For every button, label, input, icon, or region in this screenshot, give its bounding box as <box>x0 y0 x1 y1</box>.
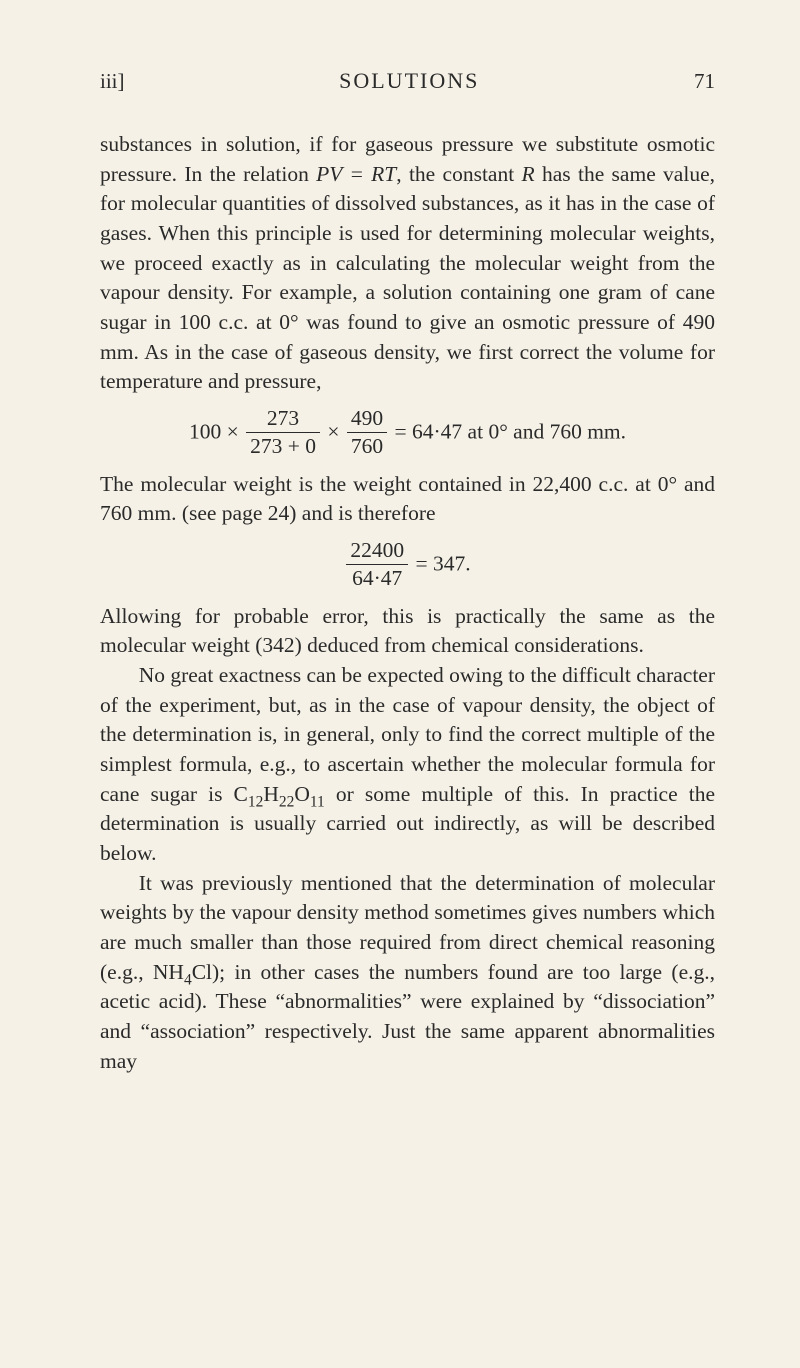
eq1-f2-num: 490 <box>347 405 387 433</box>
eq1-f1-den: 273 + 0 <box>246 433 320 460</box>
page-number: 71 <box>694 69 715 94</box>
eq1-pre: 100 × <box>189 419 244 443</box>
p5-text-b: Cl); in other cases the numbers found ar… <box>100 960 715 1073</box>
header-chapter: iii] <box>100 69 125 94</box>
paragraph-3: Allowing for probable error, this is pra… <box>100 602 715 661</box>
p1-R: R <box>522 162 535 186</box>
paragraph-1: substances in solution, if for gaseous p… <box>100 130 715 397</box>
p1-equation-inline: PV = RT <box>316 162 396 186</box>
equation-2: 2240064·47 = 347. <box>100 537 715 592</box>
p4-sub2: 22 <box>279 793 294 810</box>
eq1-post: = 64·47 at 0° and 760 mm. <box>389 419 626 443</box>
paragraph-5: It was previously mentioned that the det… <box>100 869 715 1077</box>
p1-text-b: , the constant <box>396 162 521 186</box>
eq1-mid: × <box>322 419 345 443</box>
p5-sub1: 4 <box>184 971 192 988</box>
eq1-fraction-1: 273273 + 0 <box>246 405 320 460</box>
page-header: iii] SOLUTIONS 71 <box>100 68 715 94</box>
eq2-den: 64·47 <box>346 565 408 592</box>
paragraph-2: The molecular weight is the weight conta… <box>100 470 715 529</box>
eq2-post: = 347. <box>410 552 471 576</box>
eq1-f1-num: 273 <box>246 405 320 433</box>
eq1-fraction-2: 490760 <box>347 405 387 460</box>
eq2-num: 22400 <box>346 537 408 565</box>
paragraph-4: No great exactness can be expected owing… <box>100 661 715 869</box>
p4-text-c: O <box>294 782 310 806</box>
p4-sub1: 12 <box>248 793 263 810</box>
equation-1: 100 × 273273 + 0 × 490760 = 64·47 at 0° … <box>100 405 715 460</box>
p1-text-c: has the same value, for molecular quanti… <box>100 162 715 394</box>
p4-text-b: H <box>263 782 279 806</box>
header-title: SOLUTIONS <box>339 68 479 94</box>
page-body: substances in solution, if for gaseous p… <box>100 130 715 1076</box>
eq1-f2-den: 760 <box>347 433 387 460</box>
eq2-fraction: 2240064·47 <box>346 537 408 592</box>
p4-sub3: 11 <box>310 793 325 810</box>
